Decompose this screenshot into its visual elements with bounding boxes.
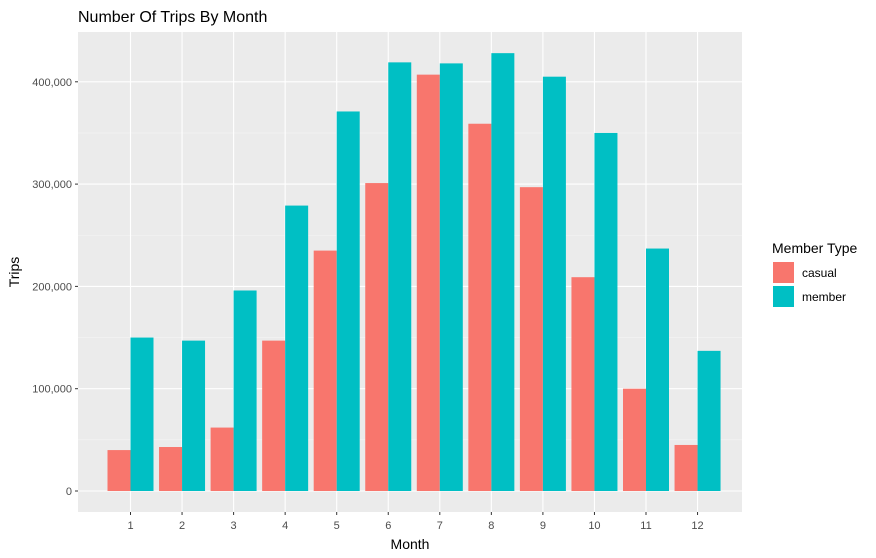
bar-casual-12 <box>674 444 698 491</box>
bar-member-10 <box>594 132 618 491</box>
x-tick-label: 5 <box>334 520 340 532</box>
bar-casual-5 <box>313 250 337 491</box>
y-tick-label: 300,000 <box>32 179 72 191</box>
bar-member-5 <box>336 111 360 491</box>
chart-title: Number Of Trips By Month <box>78 9 267 26</box>
x-tick-label: 9 <box>540 520 546 532</box>
y-tick-label: 200,000 <box>32 281 72 293</box>
bar-member-2 <box>182 340 206 491</box>
legend-swatch-casual <box>773 262 794 283</box>
bar-casual-3 <box>210 427 234 491</box>
legend-label-member: member <box>802 290 846 304</box>
x-tick-label: 8 <box>488 520 494 532</box>
bar-member-1 <box>130 337 154 491</box>
legend: Member Type casual member <box>772 240 858 307</box>
x-tick-label: 4 <box>282 520 288 532</box>
bar-casual-10 <box>571 277 595 491</box>
x-tick-label: 3 <box>231 520 237 532</box>
bar-member-3 <box>233 290 257 491</box>
y-axis-label: Trips <box>6 257 22 288</box>
bar-member-6 <box>388 62 412 491</box>
bar-member-8 <box>491 53 515 491</box>
legend-label-casual: casual <box>802 266 837 280</box>
x-axis: 1 2 3 4 5 6 7 8 9 10 11 12 <box>127 512 704 532</box>
bar-casual-4 <box>262 340 286 491</box>
bar-casual-2 <box>159 447 183 491</box>
bar-casual-11 <box>623 388 646 491</box>
y-tick-label: 0 <box>66 486 72 498</box>
legend-swatch-member <box>773 286 794 307</box>
x-tick-label: 7 <box>437 520 443 532</box>
x-tick-label: 10 <box>588 520 600 532</box>
bars <box>107 53 721 492</box>
bar-member-11 <box>646 248 669 491</box>
bar-member-12 <box>697 350 721 491</box>
x-tick-label: 6 <box>385 520 391 532</box>
bar-member-4 <box>285 205 309 491</box>
y-axis: 0 100,000 200,000 300,000 400,000 <box>32 77 78 498</box>
x-axis-label: Month <box>391 536 430 552</box>
x-tick-label: 1 <box>127 520 133 532</box>
bar-casual-6 <box>365 183 389 491</box>
y-tick-label: 100,000 <box>32 384 72 396</box>
x-tick-label: 12 <box>691 520 703 532</box>
bar-casual-1 <box>107 450 131 491</box>
y-tick-label: 400,000 <box>32 77 72 89</box>
bar-member-9 <box>542 76 566 491</box>
legend-title: Member Type <box>772 240 858 256</box>
bar-member-7 <box>439 63 463 492</box>
bar-casual-9 <box>519 187 543 491</box>
bar-casual-7 <box>416 74 440 491</box>
x-tick-label: 2 <box>179 520 185 532</box>
bar-casual-8 <box>468 123 492 492</box>
x-tick-label: 11 <box>640 520 651 532</box>
